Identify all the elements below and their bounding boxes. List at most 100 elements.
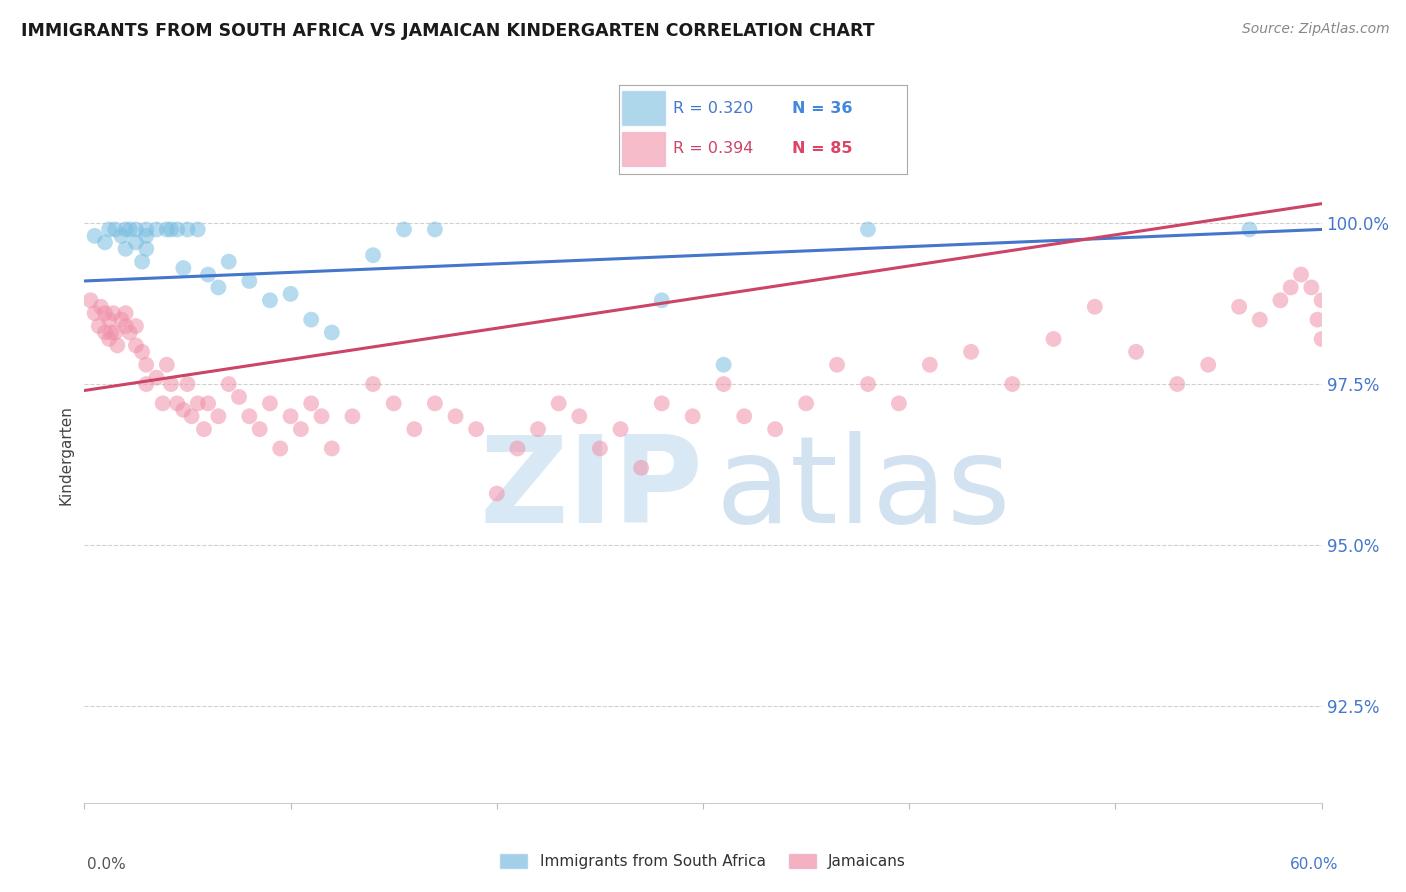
Text: Source: ZipAtlas.com: Source: ZipAtlas.com <box>1241 22 1389 37</box>
Point <box>1301 280 1323 294</box>
Point <box>193 422 215 436</box>
Point <box>361 248 384 262</box>
Point <box>1279 280 1302 294</box>
Point <box>290 422 312 436</box>
Text: ZIP: ZIP <box>479 431 703 549</box>
Point <box>485 486 508 500</box>
Point <box>713 377 735 392</box>
Point <box>160 222 183 236</box>
Point <box>404 422 426 436</box>
Point <box>342 409 364 424</box>
Point <box>114 242 136 256</box>
Point <box>589 442 612 456</box>
Point <box>311 409 333 424</box>
Text: atlas: atlas <box>716 431 1011 549</box>
Point <box>103 306 125 320</box>
Point <box>218 254 240 268</box>
Point <box>176 222 198 236</box>
Point <box>259 396 281 410</box>
Point <box>207 280 229 294</box>
Point <box>1249 312 1271 326</box>
Point <box>135 228 157 243</box>
Text: R = 0.320: R = 0.320 <box>673 101 754 116</box>
Point <box>1125 344 1147 359</box>
Point <box>1227 300 1250 314</box>
Point <box>651 396 673 410</box>
Point <box>1197 358 1219 372</box>
Point <box>160 377 183 392</box>
Point <box>166 396 188 410</box>
Point <box>1310 332 1333 346</box>
Point <box>152 396 174 410</box>
Point <box>98 332 121 346</box>
Text: 60.0%: 60.0% <box>1291 857 1339 872</box>
Text: R = 0.394: R = 0.394 <box>673 141 754 156</box>
Point <box>94 306 117 320</box>
Point <box>207 409 229 424</box>
Point <box>713 358 735 372</box>
Point <box>125 235 148 250</box>
Point <box>1306 312 1329 326</box>
Point <box>145 222 167 236</box>
Point <box>794 396 817 410</box>
Point <box>110 312 132 326</box>
Point <box>609 422 631 436</box>
Point <box>299 312 322 326</box>
Point <box>114 306 136 320</box>
Point <box>218 377 240 392</box>
Text: IMMIGRANTS FROM SOUTH AFRICA VS JAMAICAN KINDERGARTEN CORRELATION CHART: IMMIGRANTS FROM SOUTH AFRICA VS JAMAICAN… <box>21 22 875 40</box>
Point <box>145 370 167 384</box>
Point <box>280 286 302 301</box>
Point <box>249 422 271 436</box>
Point <box>135 242 157 256</box>
Point <box>197 396 219 410</box>
Point <box>83 228 105 243</box>
Point <box>763 422 786 436</box>
Point <box>125 319 148 334</box>
Point <box>114 319 136 334</box>
Point <box>238 409 260 424</box>
Legend: Immigrants from South Africa, Jamaicans: Immigrants from South Africa, Jamaicans <box>494 848 912 875</box>
Point <box>1166 377 1188 392</box>
Point <box>135 377 157 392</box>
Point <box>1084 300 1107 314</box>
Point <box>682 409 704 424</box>
Point <box>568 409 591 424</box>
Point <box>547 396 569 410</box>
Y-axis label: Kindergarten: Kindergarten <box>58 405 73 505</box>
Point <box>651 293 673 308</box>
Point <box>105 338 128 352</box>
Point <box>135 358 157 372</box>
Point <box>259 293 281 308</box>
Point <box>156 222 179 236</box>
Point <box>118 326 141 340</box>
Point <box>444 409 467 424</box>
Point <box>166 222 188 236</box>
Point <box>918 358 941 372</box>
Point <box>238 274 260 288</box>
Point <box>197 268 219 282</box>
Point <box>856 377 879 392</box>
Point <box>280 409 302 424</box>
Point <box>527 422 550 436</box>
Point <box>1270 293 1292 308</box>
Point <box>94 235 117 250</box>
Point <box>98 312 121 326</box>
Point <box>118 222 141 236</box>
Point <box>733 409 755 424</box>
Point <box>104 222 127 236</box>
Point <box>94 326 117 340</box>
Point <box>104 326 127 340</box>
Point <box>321 326 343 340</box>
Point <box>172 402 194 417</box>
Point <box>423 396 446 410</box>
Point <box>887 396 910 410</box>
Point <box>125 222 148 236</box>
Point <box>1239 222 1261 236</box>
Point <box>110 228 132 243</box>
Text: N = 85: N = 85 <box>792 141 852 156</box>
Point <box>361 377 384 392</box>
Point <box>630 460 652 475</box>
Point <box>1042 332 1064 346</box>
Text: N = 36: N = 36 <box>792 101 852 116</box>
